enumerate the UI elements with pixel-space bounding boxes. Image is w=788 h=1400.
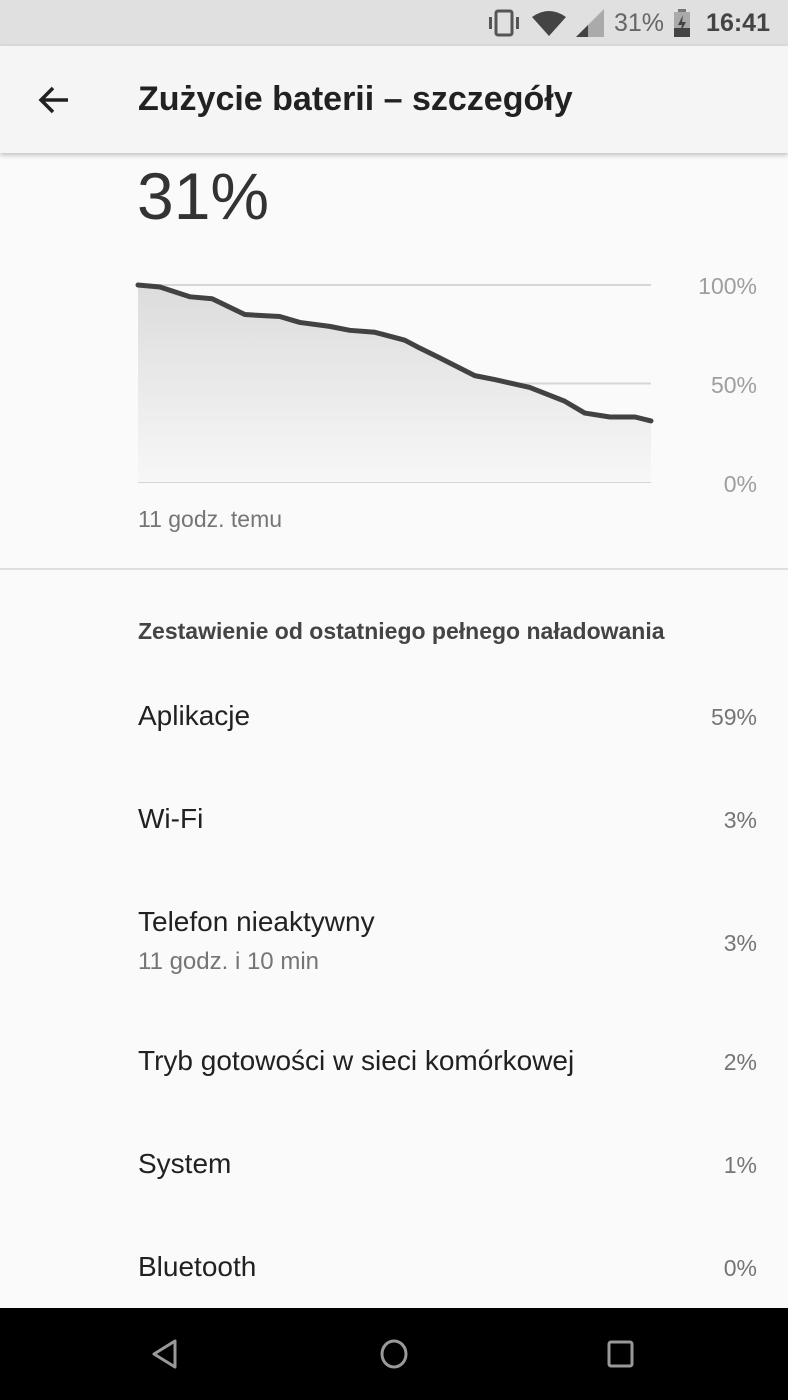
y-tick-50: 50% (710, 372, 757, 398)
item-subtitle: 11 godz. i 10 min (138, 948, 319, 975)
battery-line (135, 282, 654, 424)
app-bar: Zużycie baterii – szczegóły (0, 46, 788, 153)
x-axis-label: 11 godz. temu (138, 506, 283, 532)
battery-charging-icon (674, 9, 691, 37)
battery-chart: 100% 50% 0% (0, 260, 788, 500)
battery-percent: 31% (614, 8, 665, 37)
wifi-icon (532, 11, 566, 36)
battery-level: 31% (137, 159, 270, 233)
home-icon[interactable] (378, 1338, 410, 1370)
item-value: 59% (710, 704, 757, 730)
item-label: Tryb gotowości w sieci komórkowej (138, 1045, 575, 1076)
cell-signal-icon (576, 9, 604, 37)
item-label: Bluetooth (138, 1251, 257, 1282)
list-item-wifi[interactable]: Wi-Fi 3% (0, 783, 788, 863)
y-tick-0: 0% (723, 471, 757, 497)
item-label: Aplikacje (138, 700, 251, 731)
list-item-cell-standby[interactable]: Tryb gotowości w sieci komórkowej 2% (0, 1025, 788, 1105)
list-item-apps[interactable]: Aplikacje 59% (0, 680, 788, 760)
recents-icon[interactable] (605, 1338, 637, 1370)
item-value: 3% (723, 930, 757, 956)
battery-area (138, 285, 651, 482)
list-item-bluetooth[interactable]: Bluetooth 0% (0, 1231, 788, 1308)
item-value: 1% (723, 1152, 757, 1178)
vibrate-icon (489, 9, 519, 37)
y-tick-100: 100% (698, 273, 757, 299)
item-value: 2% (723, 1049, 757, 1075)
item-label: Wi-Fi (138, 803, 204, 834)
item-value: 3% (723, 807, 757, 833)
item-label: System (138, 1148, 232, 1179)
page-title: Zużycie baterii – szczegóły (138, 80, 573, 118)
clock: 16:41 (706, 8, 770, 37)
status-bar: 31% 16:41 (0, 0, 788, 46)
back-icon[interactable] (150, 1338, 182, 1370)
divider (0, 568, 788, 570)
arrow-back-icon[interactable] (34, 80, 74, 120)
list-item-phone-idle[interactable]: Telefon nieaktywny 11 godz. i 10 min 3% (0, 886, 788, 996)
section-title: Zestawienie od ostatniego pełnego nałado… (138, 618, 665, 644)
item-value: 0% (723, 1255, 757, 1281)
item-label: Telefon nieaktywny (138, 906, 375, 937)
battery-chart-svg (135, 282, 654, 483)
navigation-bar (0, 1308, 788, 1400)
list-item-system[interactable]: System 1% (0, 1128, 788, 1208)
